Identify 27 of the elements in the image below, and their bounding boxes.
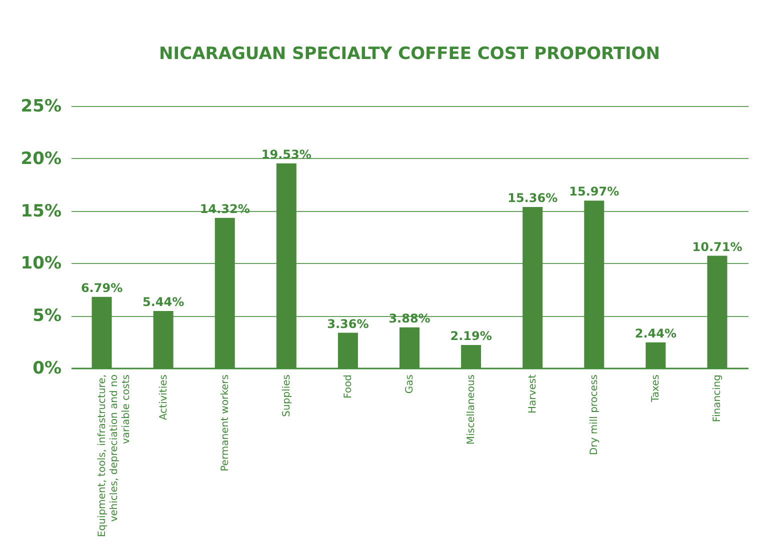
x-tick-label: Gas <box>404 374 416 394</box>
data-label: 6.79% <box>80 280 123 295</box>
chart-title: NICARAGUAN SPECIALTY COFFEE COST PROPORTION <box>159 44 660 64</box>
y-tick-label: 5% <box>32 306 62 326</box>
y-tick-label: 15% <box>20 201 62 222</box>
y-tick-label: 25% <box>20 96 62 116</box>
data-label: 2.44% <box>634 326 676 340</box>
data-label: 15.36% <box>508 191 558 206</box>
data-label: 19.53% <box>261 147 312 162</box>
x-tick-label: Dry mill process <box>589 374 600 456</box>
data-label: 2.19% <box>450 329 492 344</box>
x-tick-label: Taxes <box>650 374 662 404</box>
data-label: 15.97% <box>569 184 620 199</box>
x-tick-label: Food <box>342 374 354 398</box>
data-label: 10.71% <box>692 240 742 254</box>
x-tick-label: Miscellaneous <box>466 374 478 445</box>
y-tick-label: 20% <box>20 148 62 169</box>
x-tick-label: Permanent workers <box>220 374 231 472</box>
data-label: 3.36% <box>327 316 369 331</box>
x-tick-label: Financing <box>712 374 724 422</box>
y-tick-label: 10% <box>20 254 62 274</box>
x-tick-label: Equipment, tools, infrastructure, vehicles, depreciation and no variable costs <box>96 374 132 538</box>
x-tick-label: Supplies <box>281 374 292 417</box>
data-label: 5.44% <box>142 294 184 309</box>
x-tick-label: Harvest <box>528 374 539 414</box>
x-tick-label: Activities <box>158 374 170 420</box>
y-tick-label: 0% <box>32 358 62 378</box>
